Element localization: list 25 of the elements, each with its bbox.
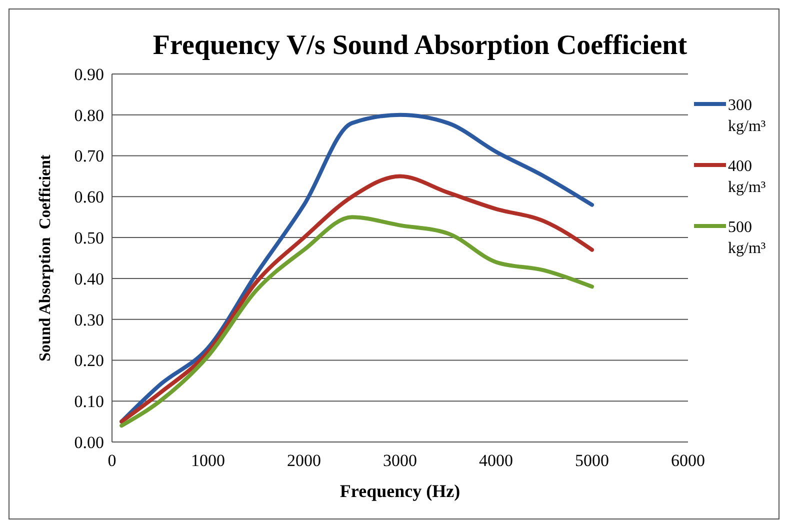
line-series [120, 215, 594, 428]
y-tick-label: 0.90 [74, 64, 104, 84]
y-tick-label: 0.10 [74, 392, 104, 412]
y-tick-label: 0.40 [74, 269, 104, 288]
y-tick-label: 0.70 [74, 146, 104, 166]
x-tick-label: 3000 [383, 451, 417, 470]
x-tick-label: 2000 [287, 451, 321, 470]
x-tick-label: 0 [108, 451, 116, 470]
x-tick-label: 4000 [479, 451, 513, 470]
y-tick-label: 0.20 [74, 351, 104, 370]
x-tick-label: 1000 [191, 451, 225, 470]
y-tick-label: 0.30 [74, 310, 104, 330]
chart-title: Frequency V/s Sound Absorption Coefficient [152, 30, 688, 61]
y-tick-label: 0.60 [74, 188, 104, 207]
y-axis-title: Sound Absorption Coefficient [37, 154, 54, 362]
line-series [120, 174, 594, 424]
x-axis-title: Frequency (Hz) [340, 481, 460, 501]
legend-label: 500 kg/m³ [728, 219, 766, 257]
legend-label: 300 kg/m³ [728, 97, 766, 135]
y-tick-label: 0.00 [74, 432, 104, 452]
x-tick-label: 6000 [671, 451, 705, 470]
y-tick-label: 0.80 [74, 106, 104, 125]
y-tick-label: 0.50 [74, 228, 104, 248]
legend-label: 400 kg/m³ [728, 158, 766, 196]
x-tick-label: 5000 [575, 451, 609, 470]
